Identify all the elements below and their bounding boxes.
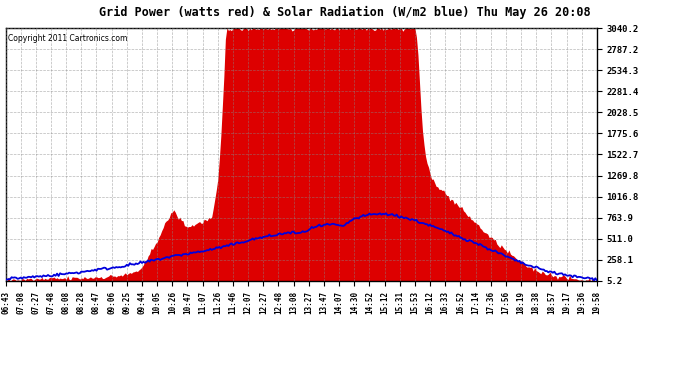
Text: Copyright 2011 Cartronics.com: Copyright 2011 Cartronics.com [8, 34, 128, 44]
Text: Grid Power (watts red) & Solar Radiation (W/m2 blue) Thu May 26 20:08: Grid Power (watts red) & Solar Radiation… [99, 6, 591, 19]
